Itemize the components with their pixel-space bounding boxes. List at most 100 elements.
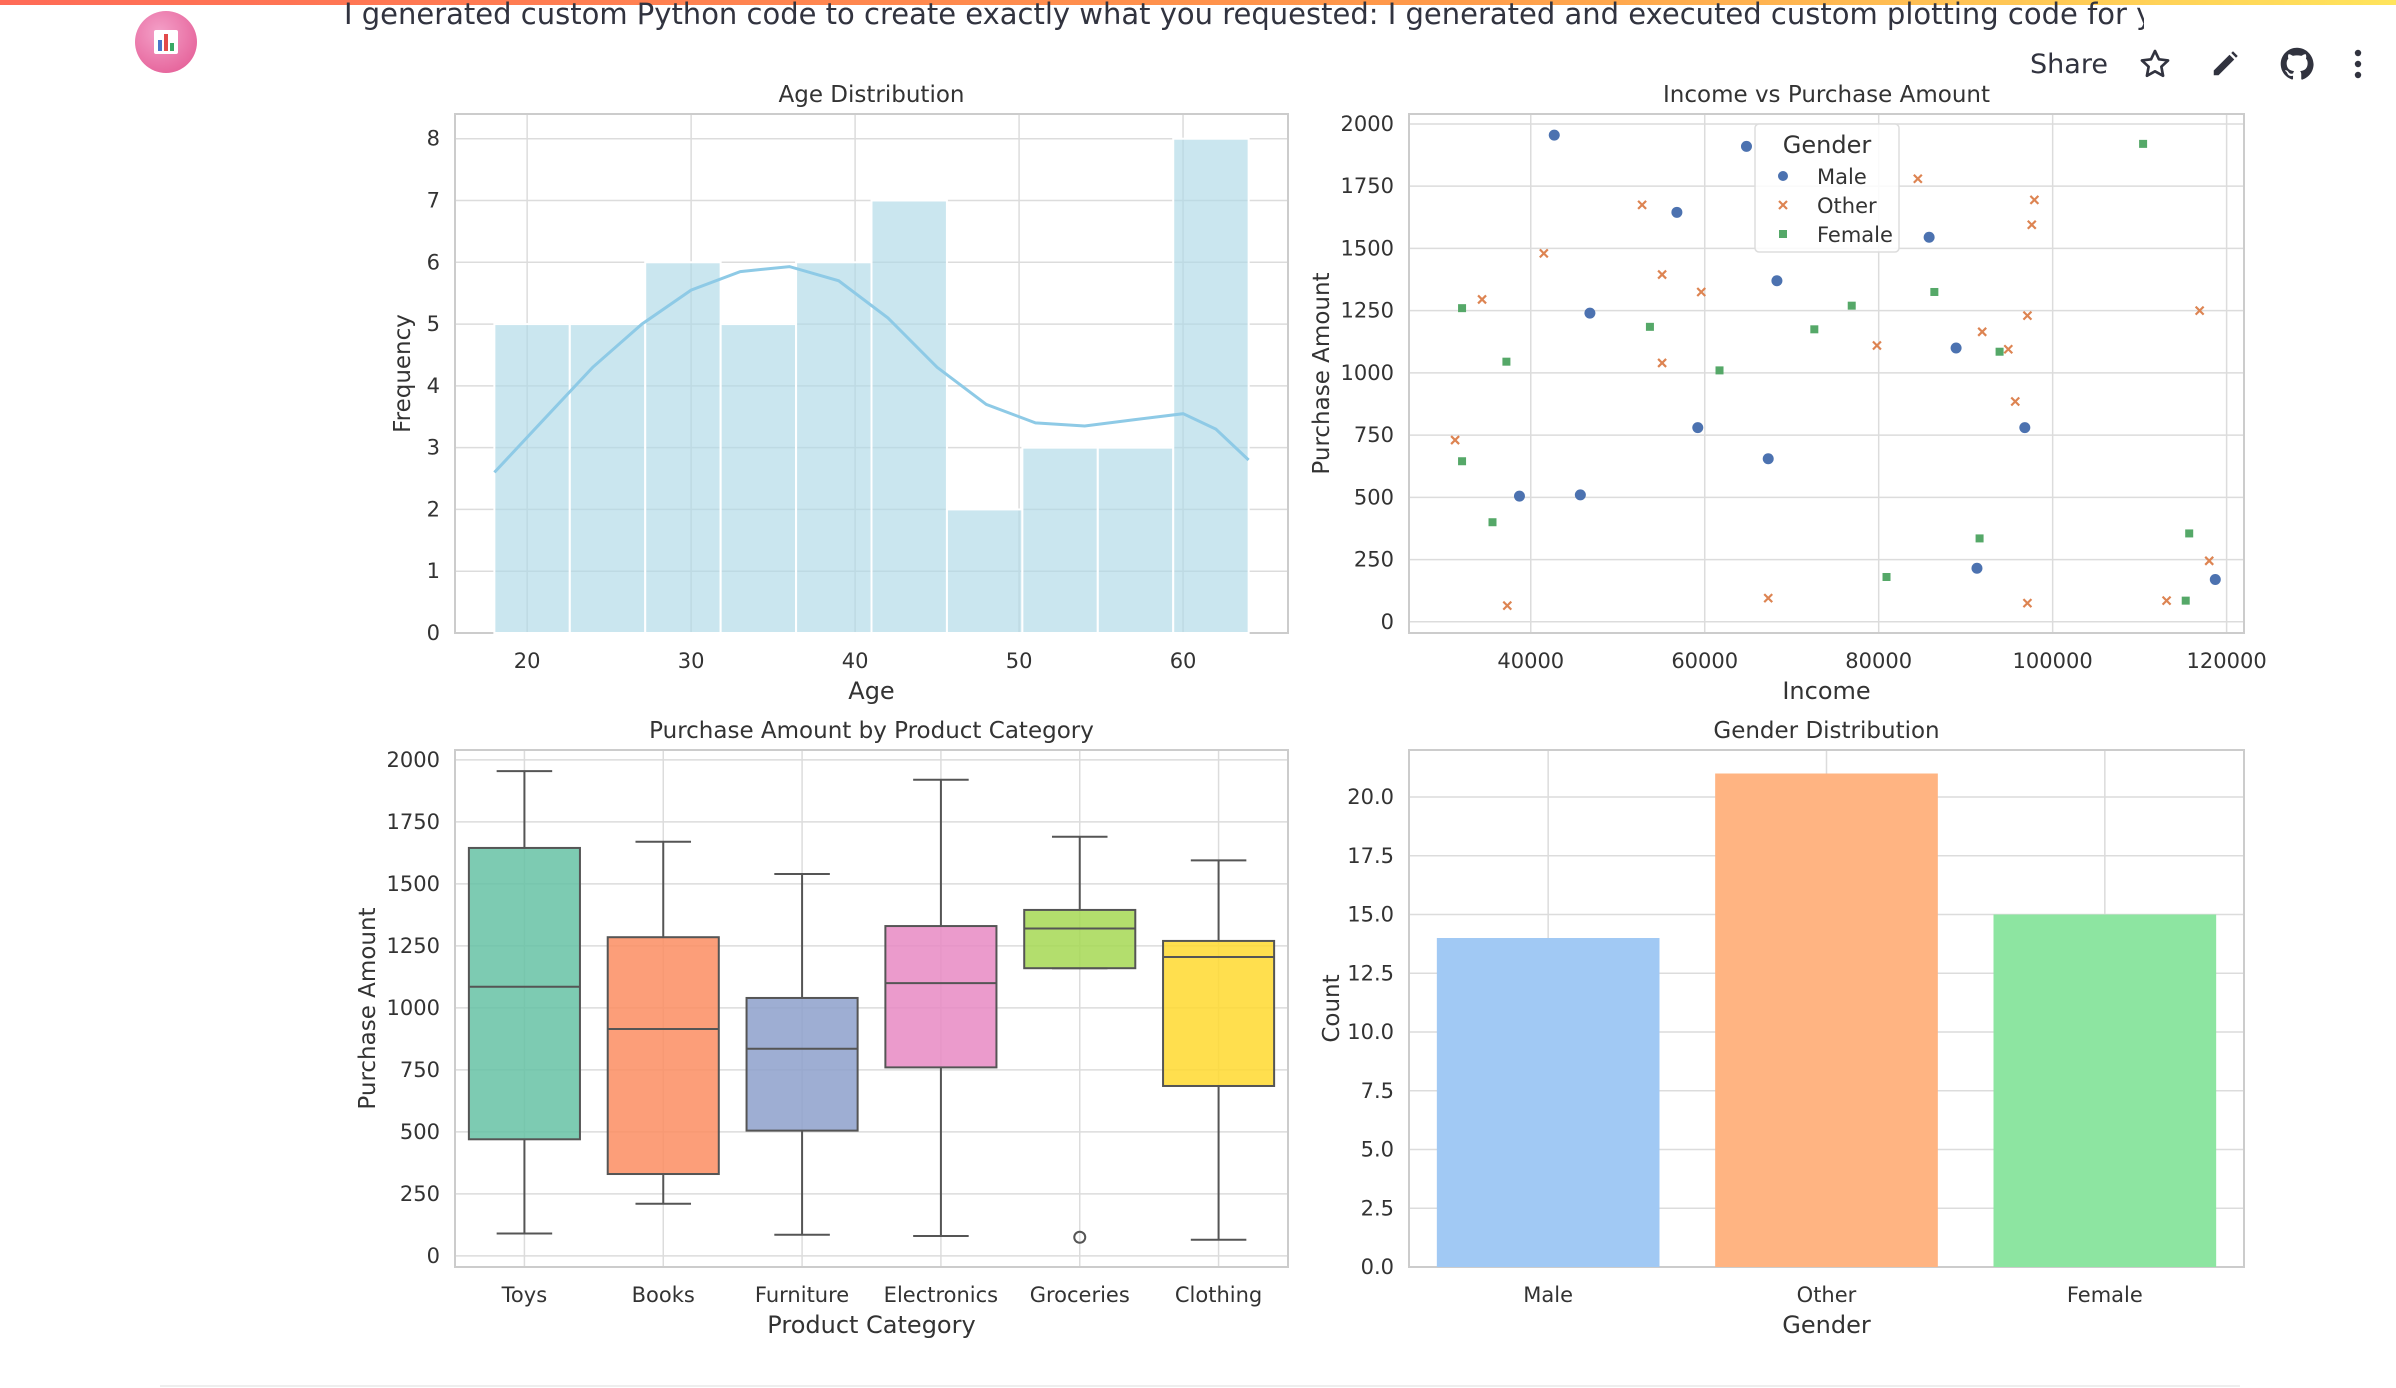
scatter-point [1477,294,1487,305]
star-button[interactable] [2130,42,2180,86]
chart-title: Age Distribution [779,82,965,108]
scatter-point [1488,518,1497,527]
scatter-point [2194,305,2205,316]
plot-frame [454,749,1289,1268]
legend-marker [1778,200,1788,210]
scatter-point [2029,195,2040,205]
x-tick-label: Groceries [1030,1283,1130,1307]
y-tick-label: 4 [427,374,440,398]
box-outlier [1073,1230,1087,1244]
y-tick-label: 1500 [387,872,440,896]
edit-pencil-icon [2213,51,2238,76]
y-tick-label: 0 [1381,610,1394,634]
x-tick-label: 120000 [2187,649,2267,673]
scatter-point [2022,598,2033,608]
share-button[interactable]: Share [2030,48,2108,80]
scatter-point [1513,490,1525,502]
scatter-point [1715,366,1724,375]
x-tick-label: Clothing [1175,1283,1262,1307]
y-tick-label: 7 [427,189,440,213]
y-tick-label: 6 [427,250,440,274]
more-menu-button[interactable] [2340,42,2376,86]
y-tick-label: 0 [427,621,440,645]
scatter-point [2019,422,2031,434]
scatter-point [1574,489,1586,501]
y-tick-label: 1500 [1341,236,1394,260]
chart-title: Income vs Purchase Amount [1663,82,1990,108]
y-tick-label: 1250 [1341,299,1394,323]
x-tick-label: Electronics [884,1283,998,1307]
scatter-point [1502,357,1511,366]
x-axis-label: Age [848,677,894,705]
scatter-point [1696,287,1707,297]
histogram-bar [870,199,948,634]
box-body [884,925,998,1069]
bar [1993,914,2217,1267]
y-axis-label: Frequency [390,314,416,433]
scatter-point [1995,347,2004,356]
scatter-point [1584,307,1596,319]
y-tick-label: 10.0 [1347,1020,1394,1044]
y-tick-label: 1 [427,559,440,583]
scatter-point [1882,572,1891,581]
scatter-point [1671,206,1683,218]
scatter-point [2003,344,2014,355]
histogram-bar [1096,446,1175,634]
y-tick-label: 5.0 [1361,1138,1394,1162]
bar-chart-icon [154,30,178,54]
x-axis-label: Product Category [767,1311,975,1339]
scatter-point [1458,457,1467,466]
bar [1715,773,1938,1267]
more-vertical-icon [2354,49,2362,79]
scatter-point [1847,301,1856,310]
x-tick-label: Female [2067,1283,2143,1307]
y-tick-label: 2000 [387,748,440,772]
scatter-point [1913,173,1923,184]
scatter-point [2026,219,2037,230]
x-axis-label: Income [1782,677,1870,705]
chart-title: Gender Distribution [1713,718,1939,744]
y-tick-label: 1250 [387,934,440,958]
box-body [1023,908,1137,970]
y-tick-label: 2000 [1341,112,1394,136]
x-tick-label: 40 [842,649,869,673]
scatter-point [1977,327,1987,337]
scatter-point [1645,322,1654,331]
histogram-bar [644,261,722,634]
scatter-point [1763,593,1773,603]
legend-marker [1778,171,1788,181]
scatter-point [2022,310,2033,321]
scatter-point [1548,129,1560,141]
y-tick-label: 1750 [1341,174,1394,198]
scatter-point [2185,529,2194,538]
assistant-message: I generated custom Python code to create… [344,0,2144,31]
y-tick-label: 2 [427,497,440,521]
scatter-point [1762,453,1774,465]
x-tick-label: 60000 [1671,649,1738,673]
x-tick-label: Other [1797,1283,1857,1307]
x-tick-label: Furniture [755,1283,849,1307]
legend-label: Male [1817,165,1867,189]
y-tick-label: 250 [400,1182,440,1206]
scatter-point [2204,556,2214,566]
histogram-bar [493,323,571,634]
x-tick-label: Toys [501,1283,547,1307]
box-body [467,846,581,1141]
y-tick-label: 2.5 [1361,1196,1394,1220]
github-button[interactable] [2272,42,2322,86]
divider [160,1385,2240,1387]
y-tick-label: 750 [1354,423,1394,447]
legend-label: Female [1817,223,1893,247]
histogram-bar [1021,446,1099,634]
y-tick-label: 5 [427,312,440,336]
histogram-bar [945,508,1024,634]
legend-label: Other [1817,194,1877,218]
y-tick-label: 1750 [387,810,440,834]
y-tick-label: 15.0 [1347,903,1394,927]
scatter-point [1637,200,1647,210]
y-tick-label: 7.5 [1361,1079,1394,1103]
scatter-point [1657,269,1667,280]
scatter-point [2139,139,2148,148]
histogram-bar [1172,137,1250,634]
edit-button[interactable] [2200,42,2250,86]
